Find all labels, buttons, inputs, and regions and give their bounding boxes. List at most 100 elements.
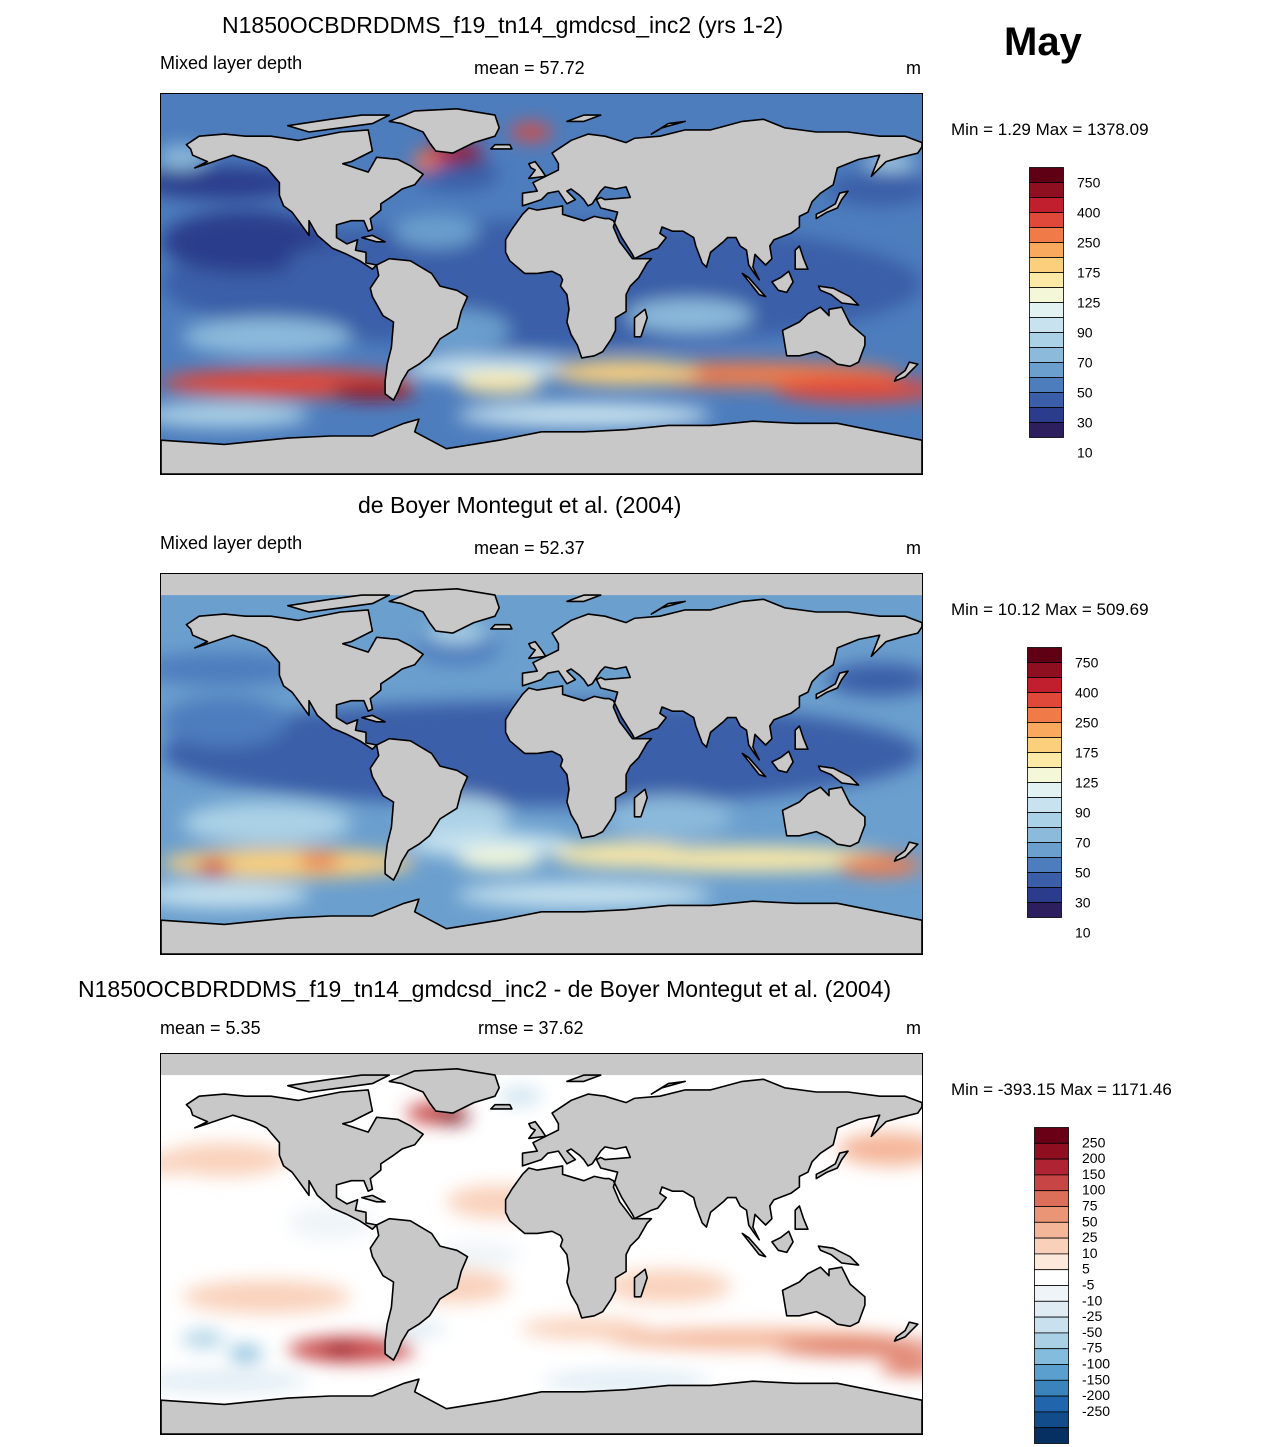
colorbar-swatch <box>1027 782 1062 798</box>
obs-land-iceland <box>489 623 513 630</box>
colorbar-swatch <box>1027 677 1062 693</box>
colorbar-label: 5 <box>1082 1261 1090 1277</box>
colorbar-label: -50 <box>1082 1324 1102 1340</box>
diff-land-japan <box>815 1150 849 1180</box>
diff-land-northAmerica <box>185 1089 424 1230</box>
obs-field-patch <box>456 882 711 908</box>
colorbar-swatch <box>1027 752 1062 768</box>
panel-2-map <box>160 573 923 955</box>
colorbar-label: 10 <box>1077 445 1093 461</box>
colorbar-swatch <box>1029 317 1064 333</box>
model-field-patch <box>393 214 479 249</box>
diff-field-patch <box>161 1142 288 1177</box>
colorbar-label: 70 <box>1077 355 1093 371</box>
obs-land-antarctica <box>161 898 922 954</box>
colorbar-swatch <box>1029 272 1064 288</box>
obs-land-japan <box>815 670 849 700</box>
colorbar-swatch <box>1029 227 1064 243</box>
diff-field-patch <box>323 1343 358 1356</box>
diff-land-svalbard <box>566 1074 602 1083</box>
model-land-cuba <box>361 234 386 243</box>
diff-field-patch <box>182 1330 225 1348</box>
panel-1-colorbar: 750 400 250 175 125 90 70 50 30 10 <box>1029 167 1139 461</box>
obs-field-patch <box>182 802 352 845</box>
diff-land-greenland <box>388 1068 501 1114</box>
colorbar-swatch <box>1034 1285 1069 1302</box>
obs-land-greenland <box>388 588 501 634</box>
diff-field-patch <box>837 1132 922 1166</box>
diff-field-patch <box>161 1370 309 1392</box>
model-land-eurasia <box>504 118 922 359</box>
colorbar-swatch <box>1034 1300 1069 1318</box>
colorbar-swatch <box>1027 842 1062 858</box>
obs-field-patch <box>161 848 415 878</box>
colorbar-swatch <box>1027 827 1062 843</box>
colorbar-label: 250 <box>1077 235 1101 251</box>
colorbar-swatch <box>1027 647 1062 663</box>
colorbar-swatch <box>1029 332 1064 348</box>
colorbar-swatch <box>1034 1221 1069 1239</box>
model-land-uk <box>527 160 547 180</box>
model-land-borneo <box>771 270 794 294</box>
colorbar-swatch <box>1027 707 1062 723</box>
diff-land-novayaZemlya <box>650 1080 687 1095</box>
colorbar-swatch <box>1027 887 1062 903</box>
model-land-southAmerica <box>369 257 469 401</box>
diff-land-borneo <box>771 1230 794 1254</box>
diff-field-patch <box>604 1269 732 1304</box>
colorbar-label: 10 <box>1075 925 1091 941</box>
panel-2-colorbar: 750 400 250 175 125 90 70 50 30 10 <box>1027 647 1137 941</box>
panel-3-colorbar: 250 200 150 100 75 50 25 10 5 -5 -10 -25 -50 -75 -100-… <box>1034 1127 1144 1447</box>
colorbar-swatch <box>1034 1316 1069 1334</box>
colorbar-label: 30 <box>1075 895 1091 911</box>
model-land-japan <box>815 190 849 220</box>
colorbar-swatch <box>1034 1332 1069 1350</box>
colorbar-label: -200 <box>1082 1387 1110 1403</box>
colorbar-swatch <box>1029 212 1064 228</box>
obs-field-patch <box>837 854 922 876</box>
colorbar-swatch <box>1034 1427 1069 1444</box>
month-label: May <box>1004 20 1082 64</box>
colorbar-swatch <box>1034 1158 1069 1176</box>
diff-field-patch <box>161 1153 193 1175</box>
panel-1-title: N1850OCBDRDDMS_f19_tn14_gmdcsd_inc2 (yrs… <box>222 12 784 38</box>
colorbar-swatch <box>1034 1190 1069 1207</box>
colorbar-swatch <box>1029 197 1064 213</box>
model-field-patch <box>552 360 701 386</box>
diff-field-patch <box>435 1111 470 1124</box>
colorbar-label: 750 <box>1077 175 1101 191</box>
obs-land-cuba <box>361 714 386 723</box>
colorbar-swatch <box>1029 362 1064 378</box>
obs-field-patch <box>552 842 701 868</box>
colorbar-swatch <box>1034 1237 1069 1255</box>
model-field-patch <box>404 355 574 382</box>
colorbar-swatch <box>1027 692 1062 708</box>
colorbar-swatch <box>1029 302 1064 318</box>
colorbar-swatch <box>1034 1127 1069 1144</box>
model-field-patch <box>456 402 711 428</box>
colorbar-swatch <box>1029 392 1064 408</box>
diff-land-newGuinea <box>817 1245 860 1266</box>
model-field-patch <box>509 123 553 141</box>
model-land-northAmerica <box>185 129 424 270</box>
model-land-sumatra <box>741 272 767 298</box>
model-land-madagascar <box>633 308 649 338</box>
colorbar-swatch <box>1029 407 1064 423</box>
colorbar-swatch <box>1029 377 1064 393</box>
colorbar-swatch <box>1027 797 1062 813</box>
colorbar-swatch <box>1029 257 1064 273</box>
model-field-patch <box>826 172 922 206</box>
panel-1-minmax-label: Min = 1.29 Max = 1378.09 <box>951 120 1149 139</box>
diff-land-arcticIslands <box>287 1074 391 1093</box>
obs-land-novayaZemlya <box>650 600 687 615</box>
colorbar-label: 100 <box>1082 1182 1106 1198</box>
model-land-iceland <box>489 143 513 150</box>
model-field-patch <box>412 153 438 170</box>
obs-land-arcticIslands <box>287 594 391 613</box>
diff-field-patch <box>182 1279 352 1314</box>
colorbar-swatch <box>1029 287 1064 303</box>
panel-3-map <box>160 1053 923 1435</box>
diff-field-patch <box>228 1345 263 1363</box>
panel-3-minmax-label: Min = -393.15 Max = 1171.46 <box>951 1080 1172 1099</box>
colorbar-label: 25 <box>1082 1229 1098 1245</box>
